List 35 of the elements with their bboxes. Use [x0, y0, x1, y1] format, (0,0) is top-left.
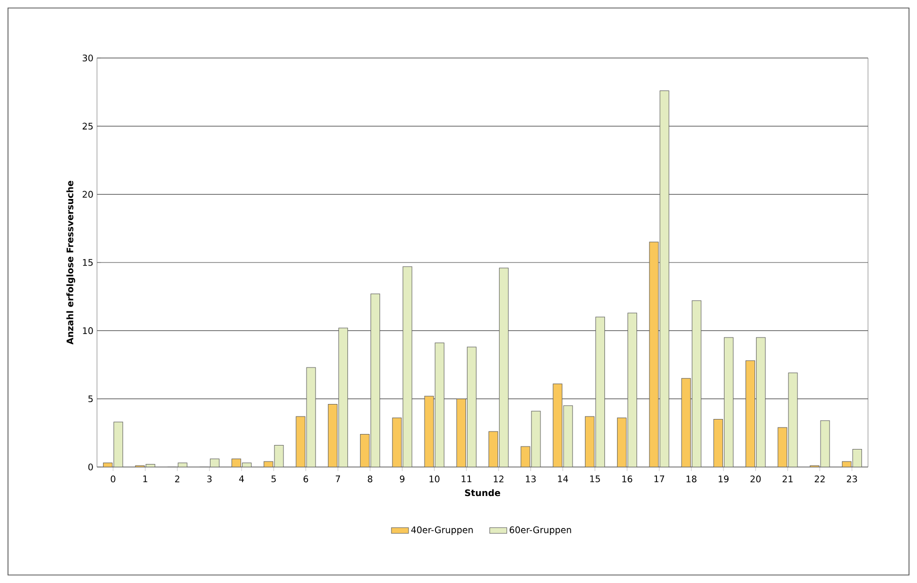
x-tick-label: 13: [526, 476, 536, 482]
y-tick-label: 10: [83, 327, 93, 334]
y-tick-label: 25: [82, 122, 93, 130]
x-tick-label: 20: [750, 476, 761, 482]
x-tick-label: 18: [686, 476, 696, 482]
x-tick-label: 2: [175, 476, 180, 482]
x-tick-label: 1: [143, 476, 148, 482]
x-tick-label: 15: [590, 476, 600, 482]
x-tick-label: 12: [494, 476, 504, 482]
x-axis-title: Stunde: [465, 489, 500, 496]
x-tick-label: 0: [110, 476, 116, 482]
x-tick-label: 4: [239, 476, 244, 482]
x-tick-label: 19: [718, 476, 729, 482]
y-axis-title: Anzahl erfolglose Fressversuche: [66, 180, 76, 345]
x-tick-label: 3: [207, 476, 212, 482]
x-tick-label: 6: [304, 476, 308, 482]
x-tick-label: 17: [654, 476, 664, 482]
x-tick-label: 14: [558, 476, 568, 482]
x-tick-label: 21: [782, 476, 793, 482]
x-tick-label: 23: [846, 476, 857, 482]
legend-label: 40er-Gruppen: [411, 526, 473, 535]
y-tick-label: 15: [83, 259, 93, 266]
x-tick-label: 11: [462, 476, 472, 482]
x-tick-label: 7: [336, 476, 340, 482]
y-tick-label: 30: [82, 54, 93, 62]
y-tick-label: 20: [82, 190, 93, 198]
x-tick-label: 16: [622, 476, 632, 482]
x-tick-label: 10: [430, 476, 440, 482]
legend-label: 60er-Gruppen: [510, 526, 572, 535]
x-tick-label: 22: [814, 476, 825, 482]
y-tick-label: 5: [88, 395, 93, 402]
x-tick-label: 8: [368, 476, 372, 482]
y-tick-label: 0: [88, 464, 93, 470]
x-tick-label: 9: [400, 476, 404, 482]
x-tick-label: 5: [272, 476, 276, 482]
